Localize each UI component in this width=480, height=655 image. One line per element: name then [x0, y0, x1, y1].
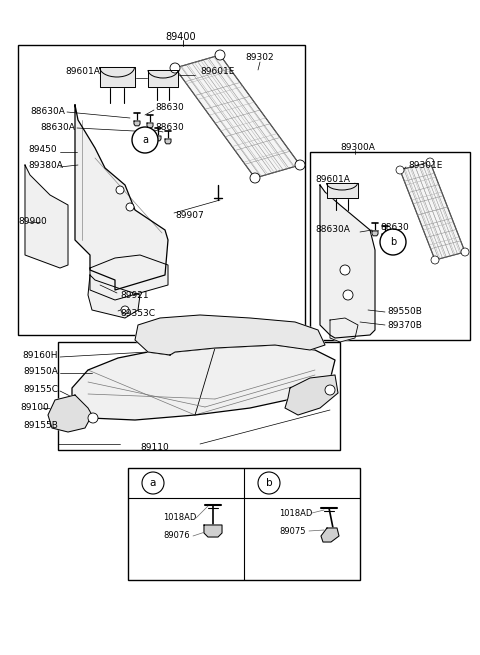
Polygon shape — [327, 183, 358, 198]
Circle shape — [258, 472, 280, 494]
Polygon shape — [155, 136, 161, 141]
Circle shape — [132, 127, 158, 153]
Polygon shape — [330, 318, 358, 342]
Text: 89450: 89450 — [28, 145, 57, 155]
Text: 89900: 89900 — [18, 217, 47, 227]
Text: 89150A: 89150A — [23, 367, 58, 377]
Text: 89601A: 89601A — [315, 176, 350, 185]
Text: 89110: 89110 — [141, 443, 169, 451]
Text: 89601E: 89601E — [200, 67, 234, 77]
Circle shape — [88, 413, 98, 423]
Polygon shape — [75, 105, 168, 290]
Circle shape — [325, 385, 335, 395]
Polygon shape — [372, 231, 378, 236]
Circle shape — [343, 290, 353, 300]
Polygon shape — [88, 275, 140, 318]
Polygon shape — [321, 528, 339, 542]
Text: 89550B: 89550B — [387, 307, 422, 316]
Text: 89076: 89076 — [163, 531, 190, 540]
Bar — [128, 468, 360, 580]
Text: 88630: 88630 — [155, 103, 184, 113]
Text: a: a — [142, 135, 148, 145]
Circle shape — [126, 203, 134, 211]
Circle shape — [461, 248, 469, 256]
Text: 89100: 89100 — [20, 403, 49, 413]
Text: 89353C: 89353C — [120, 309, 155, 318]
Text: 89601A: 89601A — [65, 67, 100, 77]
Circle shape — [170, 63, 180, 73]
Text: 88630: 88630 — [380, 223, 409, 233]
Circle shape — [396, 166, 404, 174]
Text: 88630A: 88630A — [40, 124, 75, 132]
Polygon shape — [382, 234, 388, 239]
Text: 88630: 88630 — [155, 124, 184, 132]
Bar — [18, 45, 305, 335]
Polygon shape — [175, 55, 300, 178]
Text: 89160H: 89160H — [23, 352, 58, 360]
Text: b: b — [266, 478, 272, 488]
Text: 89921: 89921 — [120, 291, 149, 299]
Polygon shape — [147, 123, 153, 128]
Circle shape — [426, 158, 434, 166]
Circle shape — [295, 160, 305, 170]
Text: 89400: 89400 — [165, 32, 196, 42]
Polygon shape — [400, 162, 465, 260]
Polygon shape — [100, 67, 135, 87]
Circle shape — [116, 186, 124, 194]
Polygon shape — [72, 345, 335, 420]
Text: 89155C: 89155C — [23, 386, 58, 394]
Polygon shape — [135, 315, 325, 355]
Text: 1018AD: 1018AD — [163, 514, 196, 523]
Polygon shape — [285, 375, 338, 415]
Text: 89301E: 89301E — [408, 160, 443, 170]
Circle shape — [142, 472, 164, 494]
Polygon shape — [204, 525, 222, 537]
Circle shape — [380, 229, 406, 255]
Text: 1018AD: 1018AD — [279, 508, 312, 517]
Text: 88630A: 88630A — [315, 225, 350, 234]
Text: 89907: 89907 — [175, 210, 204, 219]
Text: 89302: 89302 — [245, 54, 274, 62]
Polygon shape — [25, 165, 68, 268]
Circle shape — [431, 256, 439, 264]
Circle shape — [121, 306, 129, 314]
Circle shape — [215, 50, 225, 60]
Text: b: b — [390, 237, 396, 247]
Polygon shape — [134, 121, 140, 126]
Text: 89155B: 89155B — [23, 421, 58, 430]
Text: 88630A: 88630A — [30, 107, 65, 117]
Polygon shape — [320, 185, 375, 338]
Text: a: a — [150, 478, 156, 488]
Text: 89075: 89075 — [279, 527, 305, 536]
Bar — [310, 152, 470, 340]
Polygon shape — [165, 139, 171, 144]
Text: 89370B: 89370B — [387, 320, 422, 329]
Circle shape — [250, 173, 260, 183]
Circle shape — [340, 265, 350, 275]
Text: 89300A: 89300A — [340, 143, 375, 153]
Bar — [58, 342, 340, 450]
Polygon shape — [90, 255, 168, 300]
Polygon shape — [48, 395, 92, 432]
Polygon shape — [148, 70, 178, 87]
Text: 89380A: 89380A — [28, 160, 63, 170]
